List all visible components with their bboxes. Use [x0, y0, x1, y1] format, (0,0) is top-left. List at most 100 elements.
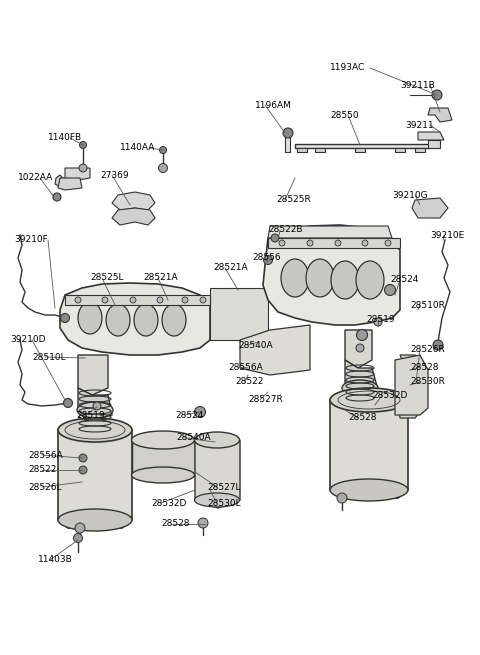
Circle shape [357, 329, 368, 341]
Circle shape [279, 240, 285, 246]
Circle shape [75, 297, 81, 303]
Ellipse shape [132, 467, 194, 483]
Circle shape [75, 523, 85, 533]
Text: 28526L: 28526L [28, 483, 61, 491]
Polygon shape [428, 108, 452, 122]
Text: 28524: 28524 [175, 411, 204, 419]
Circle shape [79, 454, 87, 462]
Text: 28525R: 28525R [276, 195, 311, 204]
Text: 28532D: 28532D [372, 390, 408, 400]
Text: 28522: 28522 [28, 466, 56, 474]
Polygon shape [412, 198, 448, 218]
Polygon shape [395, 355, 428, 415]
Polygon shape [78, 355, 108, 395]
Polygon shape [355, 148, 365, 152]
Polygon shape [345, 330, 372, 368]
Polygon shape [415, 148, 425, 152]
Text: 28528: 28528 [348, 413, 376, 422]
Circle shape [385, 240, 391, 246]
Text: 28521A: 28521A [213, 263, 248, 272]
Text: 28521A: 28521A [143, 274, 178, 282]
Circle shape [158, 164, 168, 172]
Ellipse shape [58, 418, 132, 442]
Text: 39211: 39211 [405, 121, 433, 130]
Text: 28510R: 28510R [410, 301, 445, 310]
Polygon shape [112, 208, 155, 225]
Circle shape [93, 402, 101, 410]
Text: 28522B: 28522B [268, 225, 302, 234]
Ellipse shape [306, 259, 334, 297]
Polygon shape [55, 175, 70, 188]
Text: 28550: 28550 [330, 111, 359, 119]
Polygon shape [268, 238, 400, 248]
Text: 28528: 28528 [161, 519, 190, 529]
Text: 28540A: 28540A [238, 341, 273, 350]
Polygon shape [132, 440, 195, 475]
Text: 39210E: 39210E [430, 231, 464, 240]
Text: 28519: 28519 [366, 316, 395, 324]
Polygon shape [65, 295, 210, 305]
Circle shape [432, 90, 442, 100]
Text: 11403B: 11403B [38, 555, 73, 565]
Ellipse shape [162, 304, 186, 336]
Circle shape [337, 493, 347, 503]
Circle shape [198, 518, 208, 528]
Ellipse shape [342, 380, 378, 396]
Text: 1140FB: 1140FB [48, 134, 82, 143]
Ellipse shape [281, 259, 309, 297]
Circle shape [335, 240, 341, 246]
Text: 1193AC: 1193AC [330, 64, 365, 73]
Text: 28530R: 28530R [410, 377, 445, 386]
Polygon shape [210, 288, 268, 340]
Circle shape [130, 297, 136, 303]
Text: 28556A: 28556A [28, 451, 63, 460]
Text: 28556: 28556 [252, 253, 281, 263]
Text: 39211B: 39211B [400, 81, 435, 90]
Polygon shape [78, 388, 112, 420]
Circle shape [194, 407, 205, 417]
Circle shape [283, 128, 293, 138]
Text: 28527L: 28527L [207, 483, 240, 491]
Text: 1196AM: 1196AM [255, 100, 292, 109]
Polygon shape [418, 132, 444, 140]
Polygon shape [58, 430, 132, 528]
Ellipse shape [106, 304, 130, 336]
Ellipse shape [77, 402, 113, 418]
Text: 28526R: 28526R [410, 345, 445, 354]
Text: 28556A: 28556A [228, 362, 263, 371]
Polygon shape [297, 148, 307, 152]
Text: 28527R: 28527R [248, 396, 283, 405]
Polygon shape [330, 400, 408, 498]
Ellipse shape [58, 509, 132, 531]
Polygon shape [398, 355, 422, 418]
Ellipse shape [331, 261, 359, 299]
Text: 28532D: 28532D [151, 498, 186, 508]
Text: 28524: 28524 [390, 276, 419, 284]
Polygon shape [263, 225, 400, 325]
Circle shape [157, 297, 163, 303]
Text: 1140AA: 1140AA [120, 143, 156, 153]
Polygon shape [240, 325, 310, 375]
Text: 28510L: 28510L [32, 352, 66, 362]
Circle shape [271, 234, 279, 242]
Circle shape [63, 398, 72, 407]
Circle shape [102, 297, 108, 303]
Polygon shape [395, 148, 405, 152]
Polygon shape [345, 360, 378, 396]
Circle shape [384, 284, 396, 295]
Text: 28530L: 28530L [207, 498, 240, 508]
Circle shape [374, 318, 382, 326]
Ellipse shape [330, 388, 408, 412]
Polygon shape [268, 226, 392, 238]
Polygon shape [58, 178, 82, 190]
Circle shape [356, 344, 364, 352]
Circle shape [53, 193, 61, 201]
Circle shape [182, 297, 188, 303]
Ellipse shape [356, 261, 384, 299]
Circle shape [200, 297, 206, 303]
Text: 28540A: 28540A [176, 434, 211, 443]
Polygon shape [285, 135, 290, 152]
Text: 27369: 27369 [100, 170, 129, 179]
Polygon shape [315, 148, 325, 152]
Ellipse shape [330, 479, 408, 501]
